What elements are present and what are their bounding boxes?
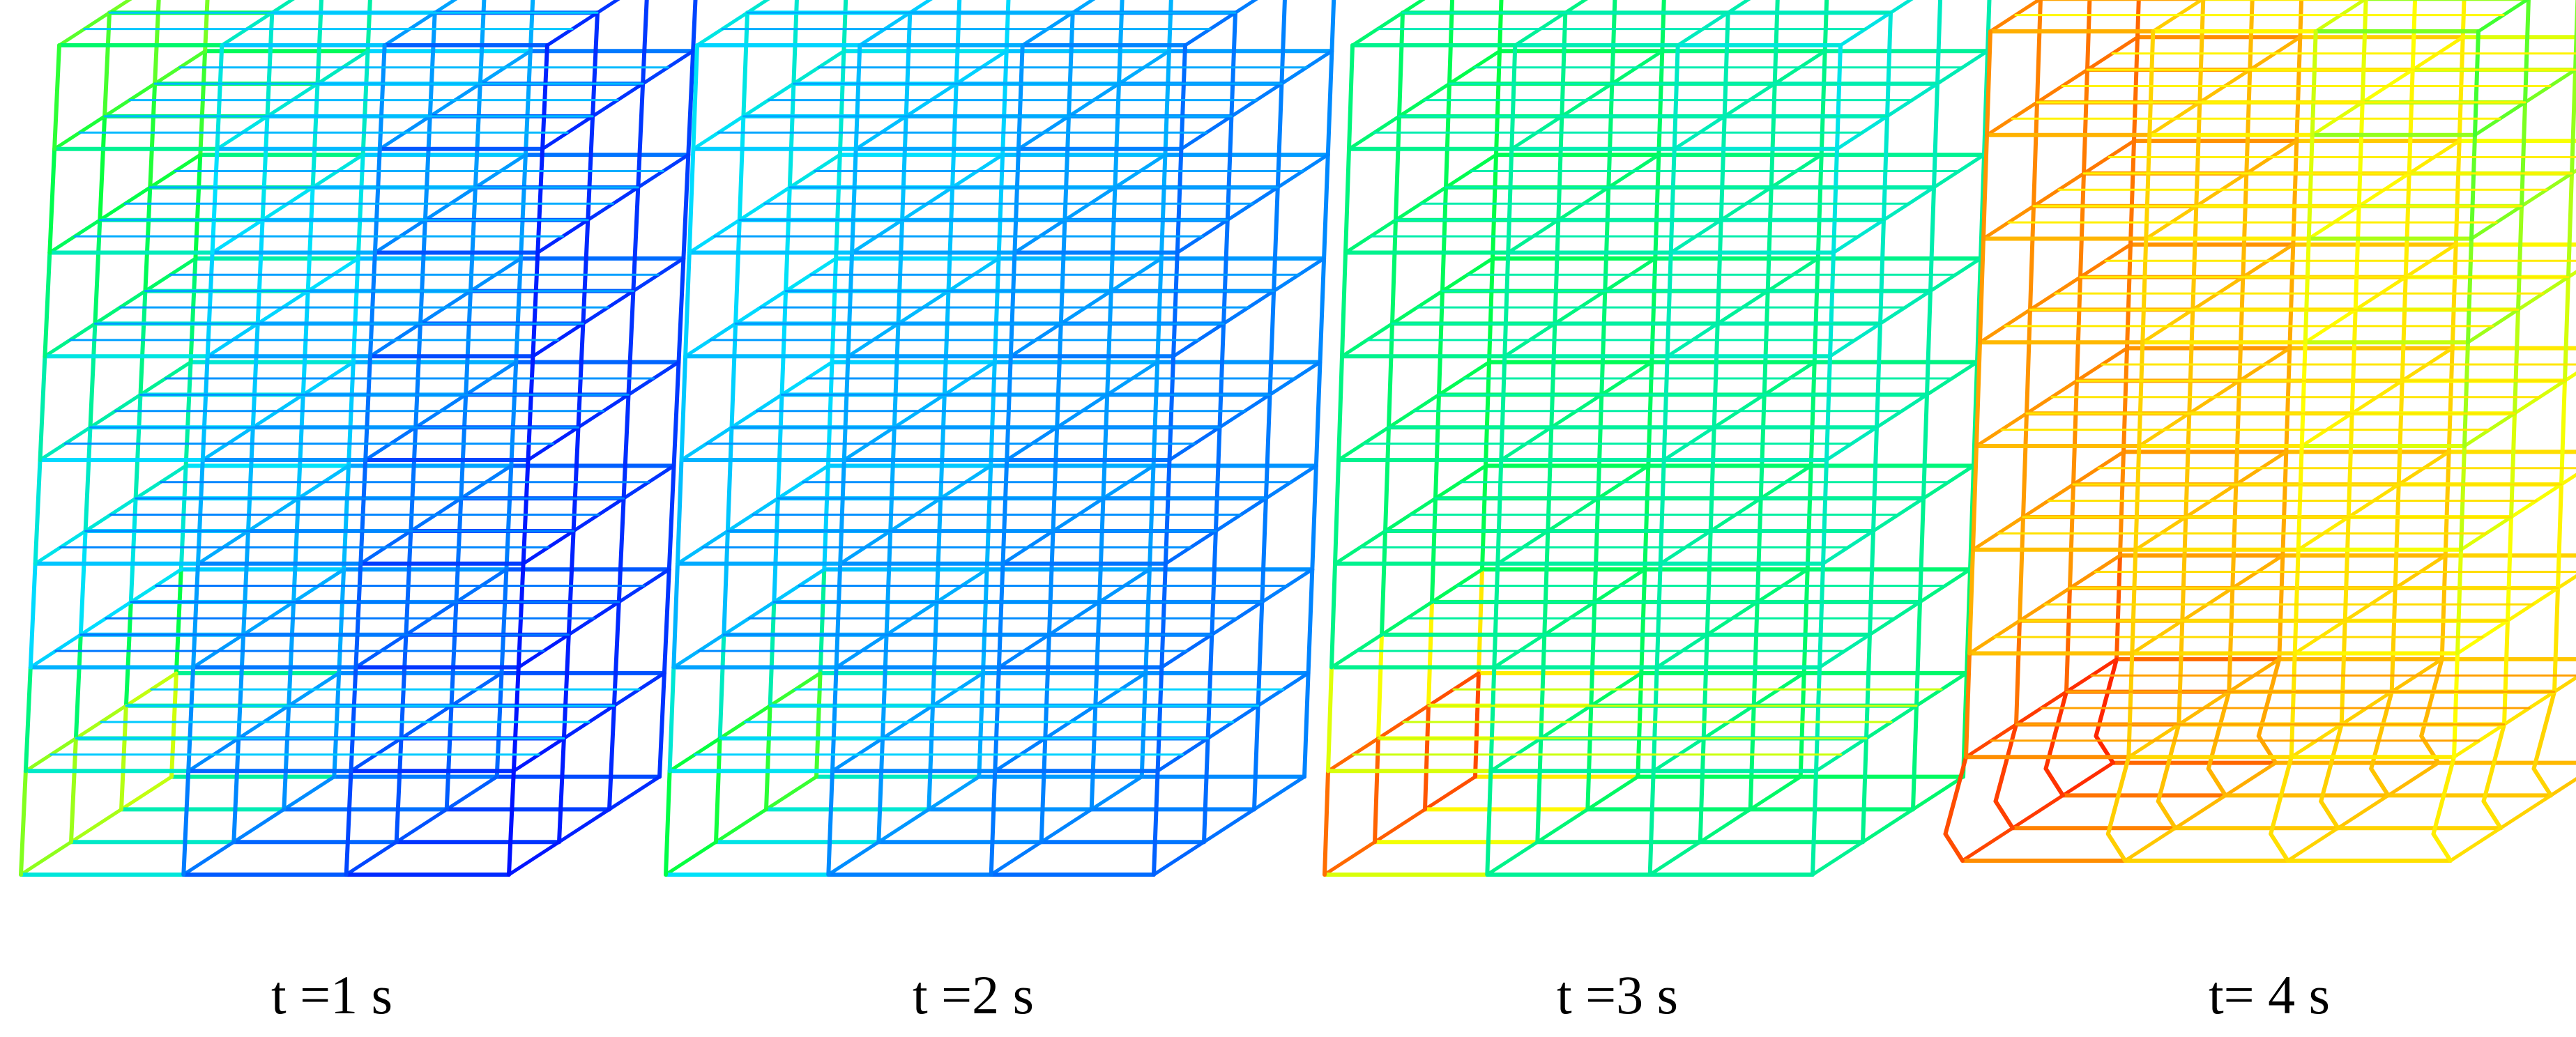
panel-1-caption: t =1 s	[270, 965, 393, 1025]
building-frame-panel-1	[19, 0, 698, 877]
panel-2-caption: t =2 s	[912, 965, 1034, 1025]
building-frame-panel-2	[664, 0, 1336, 877]
panel-3-caption: t =3 s	[1556, 965, 1678, 1025]
building-frame-panel-3	[1323, 0, 1992, 877]
panel-4-caption: t= 4 s	[2208, 965, 2330, 1025]
building-frame-panel-4	[1943, 0, 2576, 863]
